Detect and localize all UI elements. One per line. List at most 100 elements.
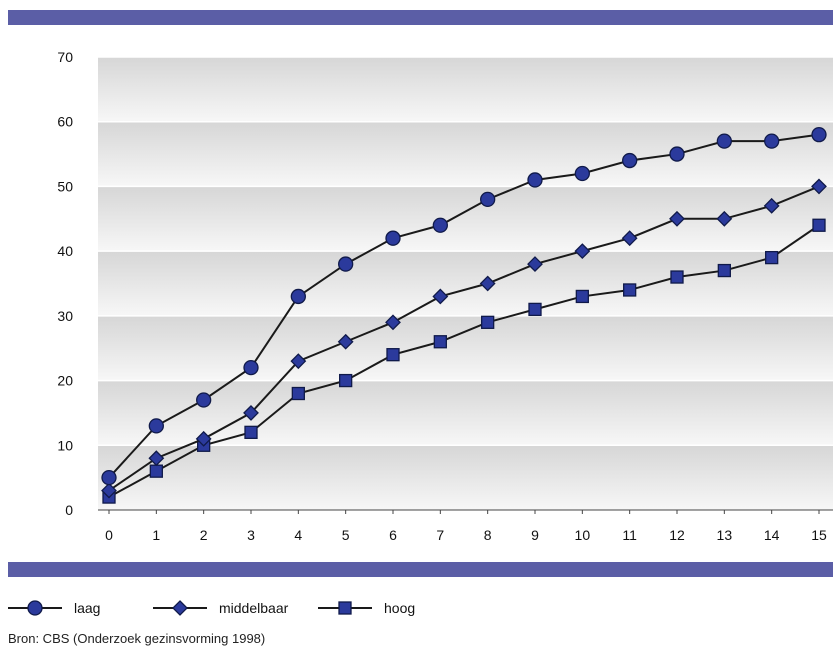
- data-point-circle: [716, 133, 732, 149]
- data-point-diamond: [195, 430, 212, 447]
- y-tick-label: 70: [57, 49, 73, 65]
- data-point-circle: [669, 146, 685, 162]
- data-point-diamond: [716, 210, 733, 227]
- data-point-circle: [811, 127, 827, 143]
- data-point-square: [765, 250, 779, 265]
- data-point-circle: [480, 191, 496, 208]
- x-tick-label: 8: [484, 527, 492, 543]
- series-line: [108, 224, 820, 498]
- legend-label: middelbaar: [219, 600, 289, 616]
- data-point-diamond: [621, 230, 638, 247]
- data-point-diamond: [574, 243, 591, 260]
- plot-band: [98, 380, 833, 446]
- data-point-circle: [527, 172, 543, 188]
- data-point-diamond: [527, 256, 543, 273]
- x-tick-label: 6: [389, 527, 397, 543]
- data-point-circle: [243, 359, 259, 376]
- x-tick-label: 15: [811, 527, 827, 543]
- series-middelbaar: [101, 178, 827, 499]
- x-tick-label: 5: [342, 527, 350, 543]
- data-point-circle: [574, 165, 590, 182]
- x-tick-label: 10: [575, 527, 591, 543]
- x-axis: 0 1 2 3 4 5 6 7 8 9 10 11 12 13 14 15: [105, 510, 827, 543]
- x-tick-label: 13: [717, 527, 733, 543]
- data-point-circle: [385, 230, 401, 246]
- data-point-square: [291, 386, 305, 401]
- data-point-diamond: [290, 353, 307, 370]
- data-point-circle: [148, 418, 164, 434]
- data-point-diamond: [243, 405, 259, 421]
- data-point-circle: [196, 392, 212, 408]
- data-point-diamond: [148, 450, 165, 467]
- plot-band: [98, 251, 833, 316]
- data-point-diamond: [385, 314, 401, 331]
- x-tick-label: 11: [622, 527, 637, 543]
- x-tick-label: 7: [436, 527, 444, 543]
- y-tick-label: 60: [57, 114, 73, 130]
- data-point-circle: [764, 133, 780, 149]
- data-point-circle: [290, 288, 306, 305]
- source-note: Bron: CBS (Onderzoek gezinsvorming 1998): [8, 631, 266, 646]
- x-tick-label: 4: [294, 527, 302, 543]
- legend-marker-diamond: [172, 600, 188, 616]
- data-point-square: [528, 302, 542, 317]
- data-point-circle: [338, 256, 354, 272]
- plot-band: [98, 315, 833, 381]
- y-axis: 0 10 20 30 40 50 60 70: [57, 49, 73, 518]
- data-point-circle: [622, 152, 638, 169]
- data-point-square: [149, 464, 163, 478]
- x-tick-label: 0: [105, 527, 113, 543]
- x-tick-label: 14: [764, 527, 780, 543]
- data-point-square: [717, 263, 731, 278]
- y-tick-label: 50: [57, 178, 73, 194]
- data-point-circle: [101, 469, 117, 486]
- data-point-square: [339, 373, 353, 388]
- data-point-diamond: [479, 275, 496, 292]
- plot-area: [98, 56, 833, 511]
- legend-item-hoog: hoog: [318, 600, 415, 616]
- data-point-diamond: [669, 210, 685, 227]
- series-line: [108, 133, 820, 479]
- legend-label: laag: [74, 600, 100, 616]
- series-line: [108, 185, 820, 492]
- data-point-diamond: [337, 333, 354, 350]
- y-tick-label: 30: [57, 308, 73, 324]
- data-point-diamond: [763, 197, 780, 214]
- series-laag: [101, 127, 827, 486]
- y-tick-label: 20: [57, 373, 73, 389]
- data-point-square: [433, 335, 447, 349]
- legend-label: hoog: [384, 600, 415, 616]
- plot-band: [98, 57, 833, 122]
- x-tick-label: 9: [531, 527, 539, 543]
- series-hoog: [102, 218, 826, 504]
- data-point-diamond: [811, 178, 827, 195]
- legend-marker-square: [338, 601, 352, 615]
- y-tick-label: 10: [57, 437, 73, 453]
- legend-item-middelbaar: middelbaar: [153, 600, 289, 616]
- legend-marker-circle: [27, 600, 43, 616]
- data-point-square: [386, 348, 400, 362]
- data-point-circle: [432, 217, 448, 233]
- top-accent-band: [8, 10, 833, 25]
- data-point-square: [575, 289, 589, 304]
- plot-band: [98, 121, 833, 187]
- chart-legend: laag middelbaar hoog: [8, 600, 415, 616]
- y-tick-label: 40: [57, 243, 73, 259]
- data-point-diamond: [432, 288, 449, 305]
- data-point-square: [812, 218, 826, 232]
- x-tick-label: 12: [669, 527, 685, 543]
- plot-band: [98, 445, 833, 510]
- x-tick-label: 2: [200, 527, 208, 543]
- x-tick-label: 3: [247, 527, 255, 543]
- data-point-square: [623, 283, 637, 297]
- y-tick-label: 0: [65, 502, 73, 518]
- bottom-accent-band: [8, 562, 833, 577]
- data-point-square: [244, 425, 258, 439]
- x-tick-label: 1: [152, 527, 160, 543]
- data-point-square: [481, 315, 495, 329]
- data-point-square: [670, 270, 684, 284]
- data-point-diamond: [101, 482, 117, 499]
- legend-item-laag: laag: [8, 600, 100, 616]
